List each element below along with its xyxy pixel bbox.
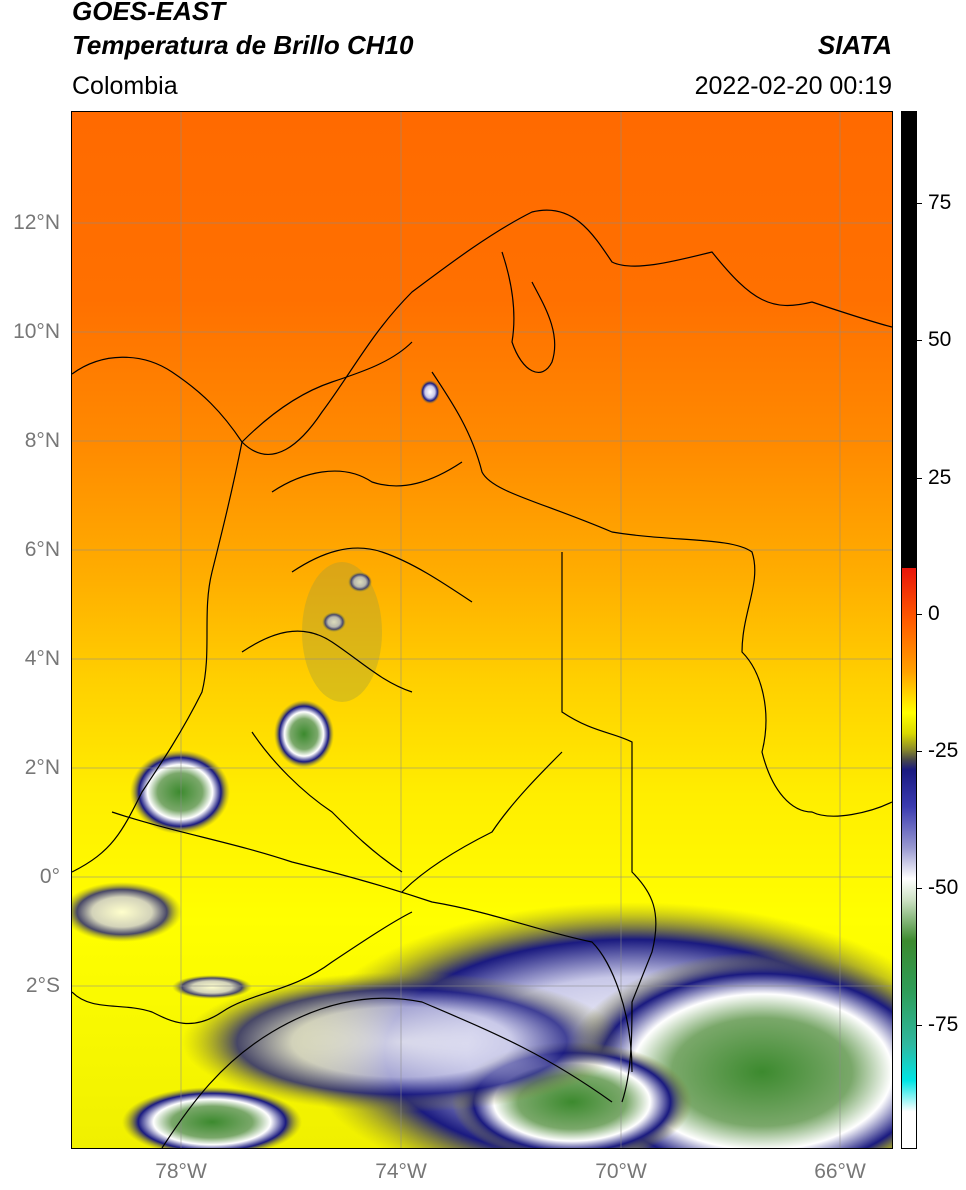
title-line-2: Temperatura de Brillo CH10	[72, 30, 414, 60]
colorbar-tick-minus75	[917, 1025, 922, 1026]
colorbar	[901, 111, 917, 1149]
region-label: Colombia	[72, 72, 178, 100]
title-line-1: GOES-EAST	[72, 0, 226, 26]
map-canvas	[72, 112, 892, 1148]
convective-cells	[130, 380, 440, 834]
colorbar-label-minus75: -75	[928, 1013, 959, 1036]
organization-label: SIATA	[817, 30, 892, 60]
satellite-map[interactable]	[71, 111, 893, 1149]
lon-label-74w: 74°W	[375, 1160, 427, 1183]
colorbar-label-50: 50	[928, 328, 952, 351]
lat-label-12n: 12°N	[13, 211, 60, 234]
colorbar-tick-minus50	[917, 888, 922, 889]
colorbar-label-0: 0	[928, 602, 940, 625]
lat-label-10n: 10°N	[13, 320, 60, 343]
lon-label-66w: 66°W	[814, 1160, 866, 1183]
colorbar-tick-75	[917, 203, 922, 204]
colorbar-label-minus25: -25	[928, 739, 959, 762]
lat-label-8n: 8°N	[24, 429, 60, 452]
lat-label-4n: 4°N	[24, 647, 60, 670]
colorbar-label-25: 25	[928, 466, 952, 489]
datetime-label: 2022-02-20 00:19	[694, 72, 892, 100]
colorbar-tick-minus25	[917, 751, 922, 752]
lat-label-equator: 0°	[39, 865, 60, 888]
colorbar-tick-25	[917, 478, 922, 479]
colorbar-label-minus50: -50	[928, 876, 959, 899]
country-borders	[72, 209, 892, 1148]
lat-label-2n: 2°N	[24, 756, 60, 779]
lat-label-6n: 6°N	[24, 538, 60, 561]
colorbar-tick-0	[917, 614, 922, 615]
graticule	[72, 112, 892, 1148]
lat-label-2s: 2°S	[25, 974, 60, 997]
lon-label-78w: 78°W	[155, 1160, 207, 1183]
colorbar-label-75: 75	[928, 191, 952, 214]
cloud-band-south	[72, 882, 892, 1148]
colorbar-tick-50	[917, 340, 922, 341]
lon-label-70w: 70°W	[595, 1160, 647, 1183]
